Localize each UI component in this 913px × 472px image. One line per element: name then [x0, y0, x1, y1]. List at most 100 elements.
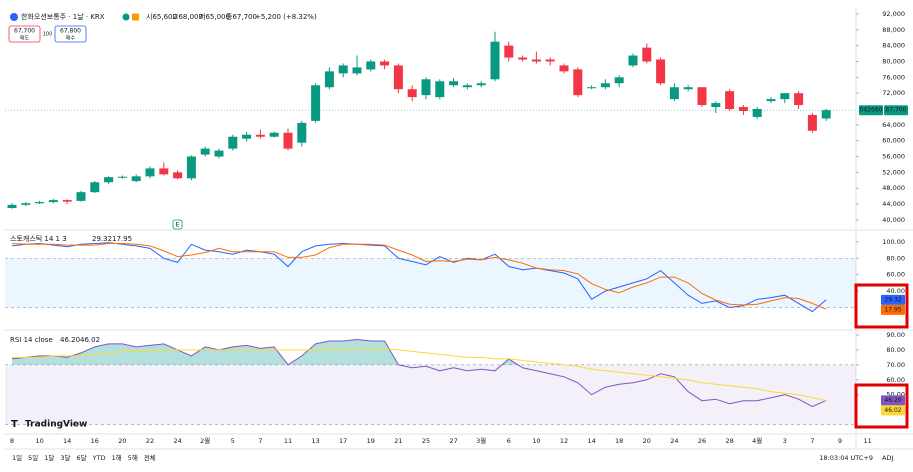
earnings-label: E — [176, 221, 180, 228]
candle-body — [186, 156, 196, 179]
x-tick-label: 22 — [146, 437, 154, 445]
range-button[interactable]: 6달 — [77, 454, 87, 462]
range-button[interactable]: 1달 — [44, 454, 54, 462]
x-tick-label: 13 — [311, 437, 319, 445]
last-value-box — [881, 405, 905, 416]
x-tick-label: 26 — [698, 437, 706, 445]
candle-body — [559, 65, 569, 72]
candle-body — [393, 65, 403, 90]
buy-button[interactable] — [54, 25, 87, 43]
indicator-line — [11, 338, 827, 408]
candle-body — [297, 122, 307, 143]
rsi-legend-value: 46.20 — [60, 336, 80, 344]
candle-body — [449, 81, 459, 86]
logo-mark: T — [11, 419, 18, 430]
candle-body — [545, 59, 555, 62]
x-tick-label: 25 — [422, 437, 430, 445]
y-tick-label: 48,000 — [882, 184, 905, 192]
stoch-legend-k: 29.32 — [92, 235, 112, 243]
y-tick-label: 100.00 — [882, 238, 905, 246]
ohlc-high: 고68,000 — [172, 13, 203, 21]
candle-body — [711, 103, 721, 108]
range-button[interactable]: 5일 — [28, 453, 38, 462]
last-value-box — [881, 294, 905, 305]
x-tick-label: 18 — [615, 437, 623, 445]
x-tick-label: 10 — [35, 437, 43, 445]
candle-body — [490, 41, 500, 80]
x-tick-label: 28 — [725, 437, 733, 445]
candle-body — [642, 47, 652, 62]
candle-body — [518, 57, 528, 60]
indicator-line — [11, 243, 827, 310]
y-tick-label: 70.00 — [886, 361, 905, 369]
y-tick-label: 92,000 — [882, 10, 905, 18]
sell-label: 매도 — [20, 35, 30, 42]
y-tick-label: 76,000 — [882, 73, 905, 81]
x-tick-label: 19 — [367, 437, 375, 445]
x-tick-label: 8 — [10, 437, 14, 445]
candle-body — [766, 99, 776, 102]
x-tick-label: 24 — [173, 437, 181, 445]
x-tick-label: 7 — [258, 437, 262, 445]
x-tick-label: 11 — [863, 437, 871, 445]
stoch-legend-d: 17.95 — [112, 235, 132, 243]
candle-body — [214, 150, 224, 157]
candle-body — [228, 136, 238, 149]
y-tick-label: 60,000 — [882, 137, 905, 145]
x-tick-label: 9 — [838, 437, 842, 445]
highlight-box — [854, 283, 909, 329]
candle-body — [242, 134, 252, 139]
last-value: 17.95 — [884, 306, 901, 313]
candle-body — [283, 132, 293, 149]
candle-body — [794, 93, 804, 106]
candle-body — [697, 87, 707, 106]
candle-body — [821, 110, 831, 119]
candle-body — [807, 114, 817, 131]
last-code: 042660 — [860, 107, 883, 114]
sell-price: 67,700 — [14, 28, 35, 35]
candle-body — [407, 89, 417, 98]
y-tick-label: 50.00 — [886, 391, 905, 399]
candle-body — [531, 59, 541, 62]
last-value: 46.20 — [884, 397, 901, 404]
x-tick-label: 7 — [810, 437, 814, 445]
candle-body — [48, 200, 58, 203]
last-price: 67,700 — [886, 107, 907, 114]
x-tick-label: 10 — [532, 437, 540, 445]
band-fill — [5, 364, 856, 425]
market-status — [122, 13, 130, 21]
last-price-box — [884, 105, 908, 116]
candle-body — [200, 148, 210, 155]
candle-body — [504, 45, 514, 58]
buy-label: 매수 — [66, 35, 76, 42]
x-tick-label: 14 — [587, 437, 595, 445]
buy-price: 67,800 — [60, 28, 81, 35]
sell-button[interactable] — [8, 25, 41, 43]
candle-body — [62, 200, 72, 202]
y-tick-label: 40,000 — [882, 216, 905, 224]
range-button[interactable]: 3달 — [60, 454, 70, 462]
range-button[interactable]: 5해 — [128, 453, 138, 462]
candle-body — [90, 182, 100, 193]
adjust-toggle[interactable]: ADJ — [882, 454, 893, 462]
candle-body — [780, 93, 790, 100]
x-tick-label: 5 — [231, 437, 235, 445]
candle-body — [600, 83, 610, 88]
range-button[interactable]: 전체 — [144, 453, 156, 462]
y-tick-label: 60.00 — [886, 271, 905, 279]
candle-body — [614, 77, 624, 84]
ohlc-low: 저65,000 — [199, 12, 230, 21]
x-tick-label: 11 — [284, 437, 292, 445]
earnings-marker[interactable] — [172, 219, 183, 230]
y-tick-label: 44,000 — [882, 200, 905, 208]
range-button[interactable]: YTD — [92, 454, 106, 462]
candle-body — [738, 107, 748, 111]
candle-body — [725, 91, 735, 110]
range-button[interactable]: 1해 — [112, 453, 122, 462]
range-button[interactable]: 1일 — [12, 453, 22, 462]
x-tick-label: 16 — [91, 437, 99, 445]
candle-body — [573, 69, 583, 96]
y-tick-label: 84,000 — [882, 42, 905, 50]
candle-body — [587, 87, 597, 89]
